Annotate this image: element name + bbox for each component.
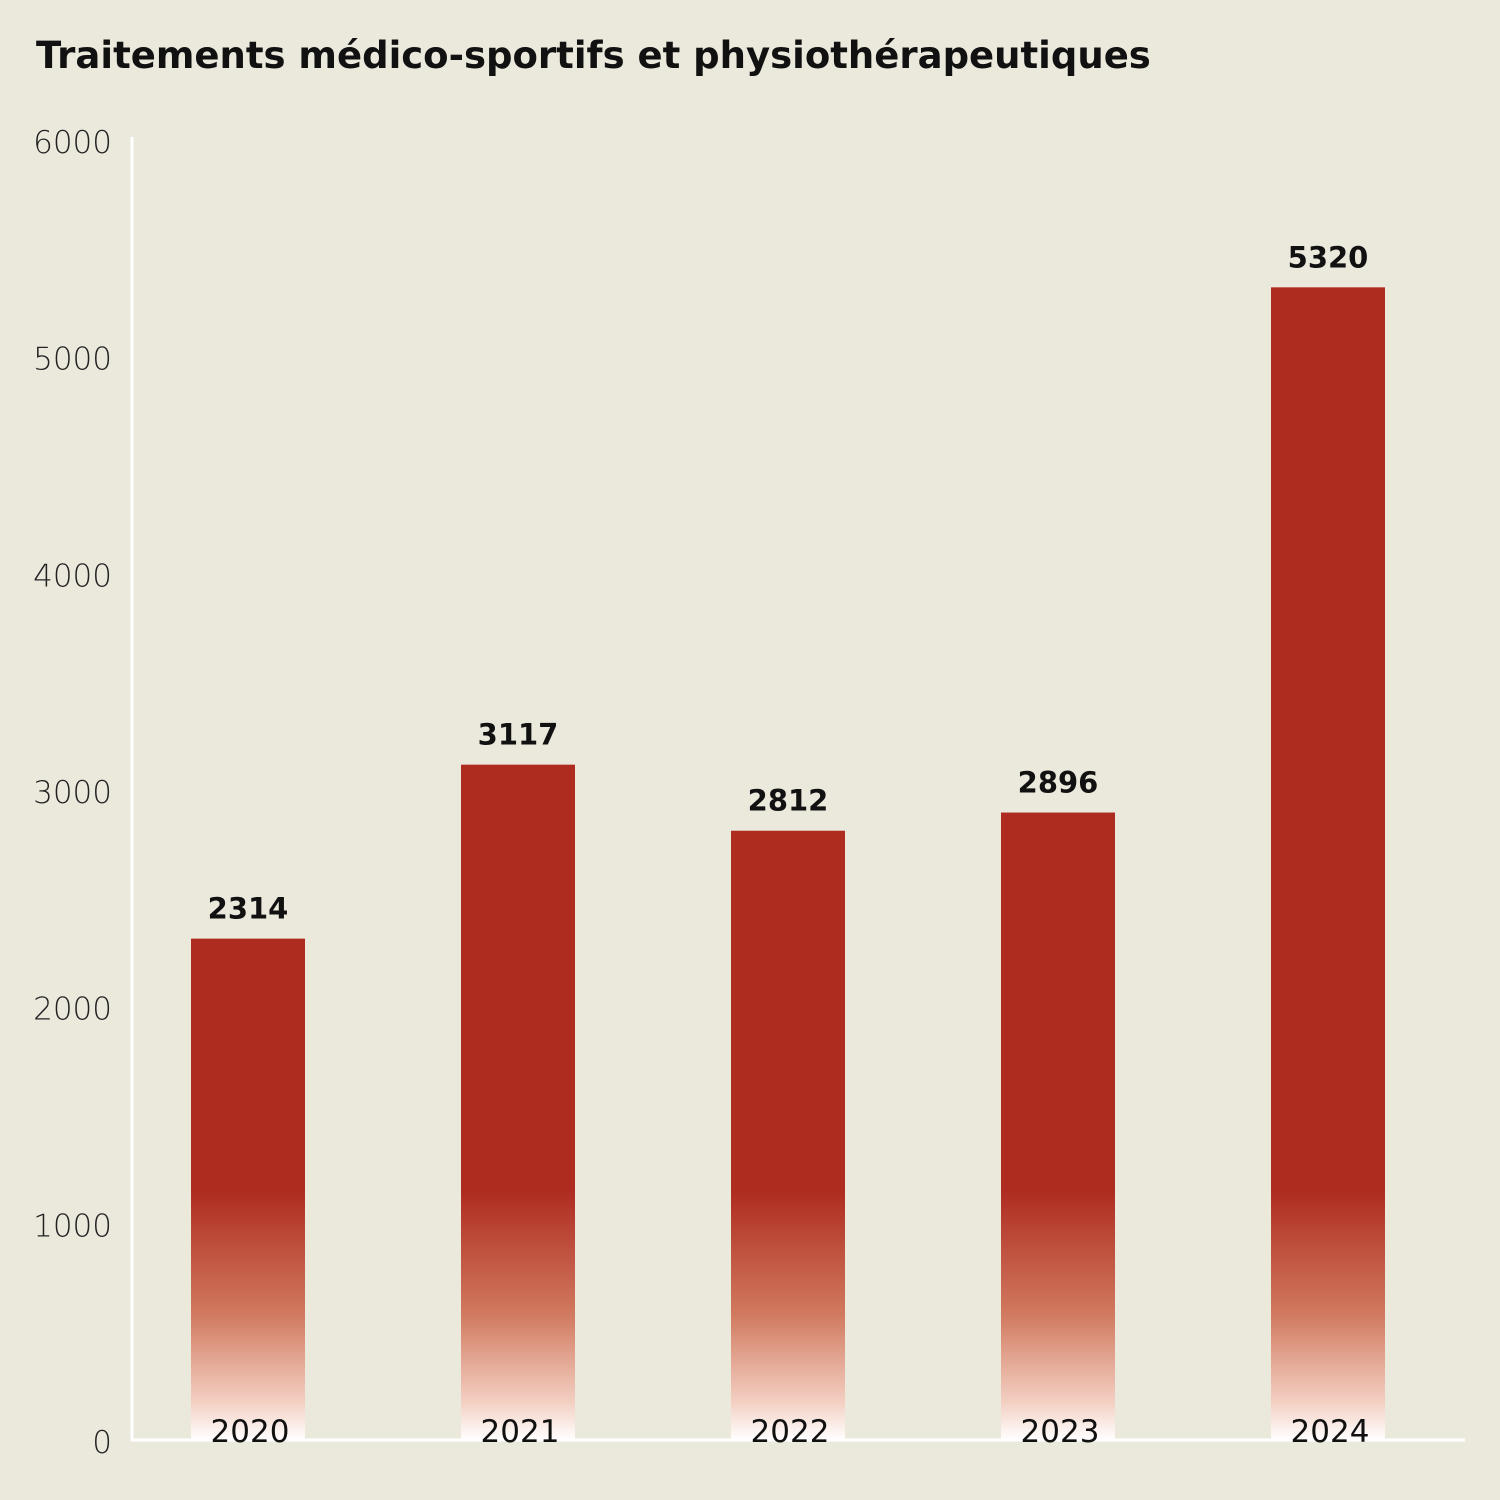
- y-tick-label-0: 0: [92, 1425, 112, 1461]
- x-tick-label-2023: 2023: [1021, 1414, 1100, 1450]
- bar-2021: [461, 764, 575, 1440]
- bar-2024: [1271, 287, 1385, 1440]
- x-tick-label-2020: 2020: [211, 1414, 290, 1450]
- y-tick-label-6000: 6000: [33, 125, 112, 161]
- data-label-2021: 3117: [478, 718, 559, 752]
- bar-2023: [1001, 812, 1115, 1440]
- y-tick-label-1000: 1000: [33, 1208, 112, 1244]
- data-label-2024: 5320: [1288, 240, 1369, 274]
- data-label-2023: 2896: [1018, 766, 1099, 800]
- bar-2020: [191, 938, 305, 1440]
- x-tick-label-2022: 2022: [751, 1414, 830, 1450]
- chart-title: Traitements médico-sportifs et physiothé…: [36, 34, 1151, 77]
- data-label-2022: 2812: [748, 784, 829, 818]
- x-tick-label-2024: 2024: [1291, 1414, 1370, 1450]
- x-tick-label-2021: 2021: [481, 1414, 560, 1450]
- y-tick-label-3000: 3000: [33, 775, 112, 811]
- data-label-2020: 2314: [208, 892, 289, 926]
- y-tick-label-2000: 2000: [33, 992, 112, 1028]
- y-tick-label-5000: 5000: [33, 342, 112, 378]
- bar-2022: [731, 830, 845, 1440]
- y-tick-label-4000: 4000: [33, 558, 112, 594]
